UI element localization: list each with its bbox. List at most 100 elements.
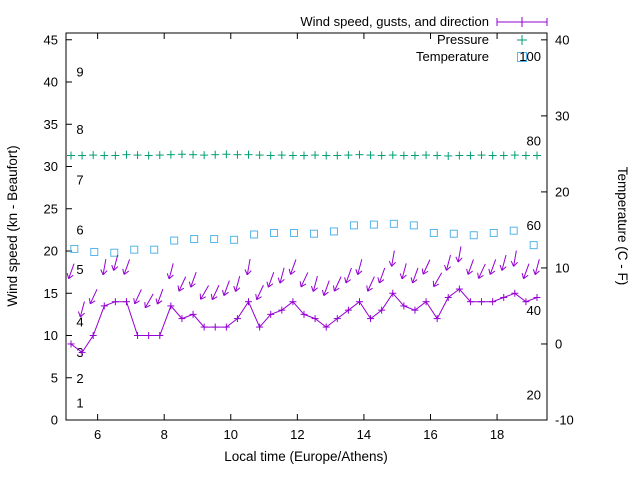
gust-arrow-head [466, 268, 469, 275]
gust-arrow-head [190, 283, 196, 288]
gust-arrow-head [401, 274, 407, 280]
x-tick-label: 16 [423, 427, 437, 442]
gust-arrow [410, 267, 419, 284]
plot-border [65, 32, 548, 421]
gust-arrow-head [489, 270, 496, 275]
gust-arrow-shaft [267, 271, 275, 288]
gust-arrow [310, 275, 318, 292]
fahrenheit-scale-label: 40 [527, 303, 541, 318]
temperature-marker [309, 229, 318, 238]
temperature-marker [170, 236, 179, 245]
temperature-marker [429, 228, 438, 237]
gust-arrow-shaft [345, 267, 352, 284]
gust-arrow-head [77, 311, 81, 318]
temperature-marker [150, 245, 159, 254]
legend-sample-pressure-icon [517, 35, 527, 45]
gust-arrow-head [477, 272, 480, 279]
pressure-series [66, 150, 542, 160]
gust-arrow-head [366, 285, 369, 292]
gust-arrow [144, 293, 154, 309]
gust-arrow-shaft [323, 280, 330, 296]
right-tick-label: -10 [555, 413, 574, 428]
gust-arrow-head [310, 285, 314, 292]
gust-arrow [188, 271, 197, 288]
wind-line [70, 288, 538, 354]
gust-arrow-shaft [457, 246, 462, 263]
gust-arrows [66, 246, 540, 318]
gust-arrow [288, 259, 297, 275]
gust-arrow [222, 280, 230, 296]
right-tick-label: 30 [555, 108, 569, 123]
gust-arrow-shaft [412, 267, 419, 284]
gust-arrow-shaft [123, 259, 131, 275]
gust-arrow-shaft [190, 271, 197, 288]
gust-arrow-head [433, 283, 440, 288]
gust-arrow-shaft [333, 276, 342, 292]
left-tick-label: 0 [51, 413, 58, 428]
gust-arrow [77, 301, 85, 318]
gust-arrow-head [277, 277, 281, 284]
gust-arrow-head [513, 261, 518, 267]
gust-arrow-shaft [168, 263, 174, 279]
gust-arrow-shaft [144, 293, 154, 309]
gust-arrow-head [344, 277, 347, 284]
gust-arrow-shaft [279, 267, 285, 284]
legend-label-temperature: Temperature [416, 49, 489, 64]
temperature-marker [190, 235, 199, 244]
gust-arrow-head [157, 300, 163, 305]
gust-arrow-head [200, 296, 206, 300]
gust-arrow [111, 254, 119, 271]
gust-arrow [210, 284, 220, 301]
gust-arrow-shaft [290, 259, 297, 275]
gust-arrow-head [255, 293, 258, 300]
gust-arrow [177, 276, 187, 292]
beaufort-scale-label: 6 [76, 222, 83, 237]
gust-arrow-head [499, 264, 503, 271]
gust-arrow-head [266, 281, 269, 288]
gust-arrow-head [299, 281, 302, 288]
gust-arrow-head [279, 278, 285, 284]
gust-arrow-shaft [178, 276, 187, 292]
left-tick-label: 25 [44, 201, 58, 216]
gust-arrow-head [244, 269, 248, 275]
gust-arrow-shaft [312, 275, 318, 292]
right-tick-label: 0 [555, 336, 562, 351]
gust-arrow-head [290, 270, 296, 275]
gust-arrow [344, 267, 352, 284]
gust-arrow-shaft [89, 289, 98, 305]
fahrenheit-scale-label: 100 [519, 49, 541, 64]
gust-arrow-shaft [391, 250, 395, 267]
gust-arrow-shaft [401, 263, 407, 279]
gust-arrow [66, 263, 75, 280]
gust-arrow [499, 254, 507, 271]
gust-arrow-head [422, 270, 429, 275]
left-tick-label: 5 [51, 370, 58, 385]
gust-arrow-head [123, 270, 130, 275]
gust-arrow [455, 246, 463, 263]
gust-arrow-head [421, 268, 424, 275]
gust-arrow-shaft [79, 301, 85, 318]
temperature-marker [329, 227, 338, 236]
gust-arrow [477, 263, 486, 279]
gust-arrow-head [379, 279, 385, 284]
temperature-marker [250, 230, 259, 239]
right-tick-label: 10 [555, 260, 569, 275]
gust-arrow-shaft [134, 289, 142, 305]
gust-arrow-head [100, 269, 104, 275]
legend-label-pressure: Pressure [437, 32, 489, 47]
gust-arrow [366, 276, 375, 292]
gust-arrow-head [166, 273, 170, 280]
y-axis-label-right: Temperature (C - F) [615, 167, 630, 286]
gust-arrow-head [510, 260, 515, 267]
gust-arrow-head [211, 296, 218, 301]
temperature-marker [369, 220, 378, 229]
gust-arrow-head [144, 301, 146, 308]
legend: Wind speed, gusts, and direction Pressur… [300, 14, 548, 64]
left-tick-label: 30 [44, 159, 58, 174]
beaufort-scale-label: 8 [76, 122, 83, 137]
temperature-series [70, 219, 538, 257]
gust-arrow-head [399, 273, 403, 280]
gust-arrow-head [523, 274, 529, 280]
gust-arrow-head [66, 272, 70, 279]
